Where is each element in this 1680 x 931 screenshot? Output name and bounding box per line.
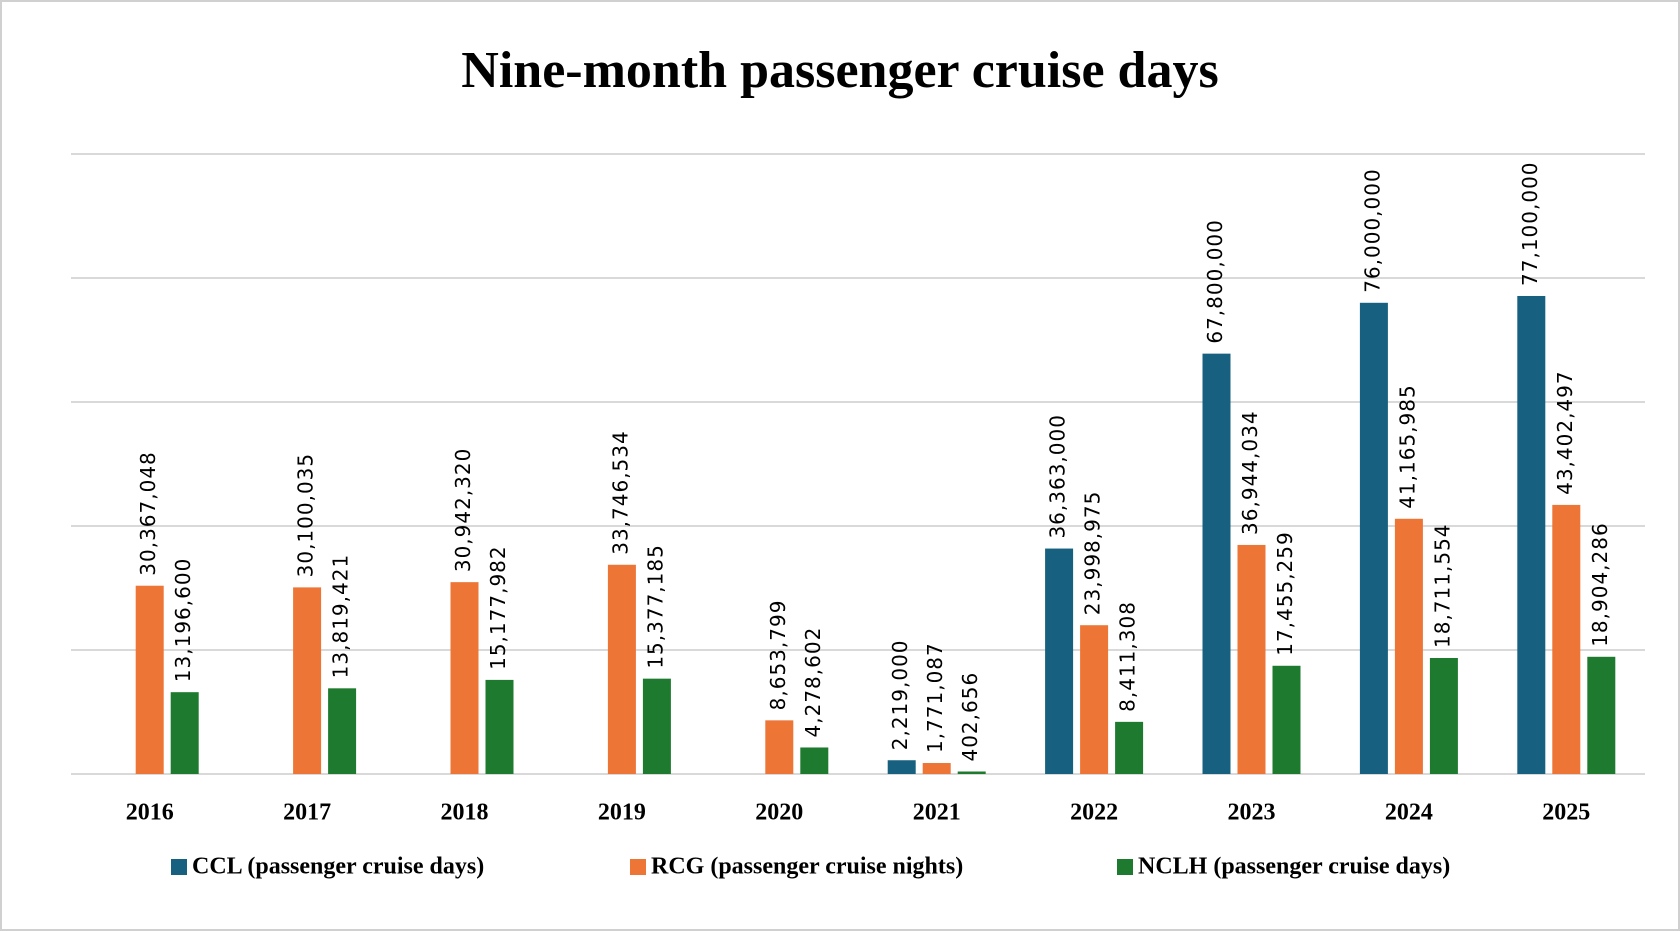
- data-label: 30,100,035: [294, 453, 318, 578]
- chart-title: Nine-month passenger cruise days: [461, 42, 1218, 99]
- legend-swatch: [630, 859, 646, 875]
- data-label: 1,771,087: [923, 642, 947, 753]
- bar: [1359, 302, 1388, 774]
- data-label: 36,363,000: [1046, 414, 1070, 539]
- x-tick-label: 2022: [1070, 800, 1118, 826]
- bar: [1552, 504, 1581, 774]
- x-tick-label: 2021: [913, 800, 961, 826]
- bar: [1429, 657, 1458, 774]
- x-tick-label: 2025: [1542, 800, 1590, 826]
- bar: [1080, 625, 1109, 774]
- bar: [1237, 544, 1266, 774]
- data-label: 76,000,000: [1360, 168, 1384, 293]
- data-label: 2,219,000: [888, 639, 912, 750]
- data-label: 30,942,320: [451, 448, 475, 573]
- bar: [642, 678, 671, 774]
- data-label: 67,800,000: [1203, 219, 1227, 344]
- x-tick-label: 2020: [755, 800, 803, 826]
- data-label: 30,367,048: [136, 451, 160, 576]
- legend-label: RCG (passenger cruise nights): [651, 854, 963, 880]
- bar: [1045, 548, 1074, 774]
- data-label: 15,177,982: [486, 545, 510, 670]
- bar: [485, 679, 514, 774]
- bar: [765, 720, 794, 774]
- x-tick-label: 2016: [126, 800, 174, 826]
- data-label: 18,904,286: [1588, 522, 1612, 647]
- x-tick-label: 2023: [1228, 800, 1276, 826]
- data-label: 13,196,600: [171, 558, 195, 683]
- data-label: 15,377,185: [643, 544, 667, 669]
- bar: [887, 760, 916, 774]
- data-label: 36,944,034: [1238, 410, 1262, 535]
- bar: [607, 564, 636, 774]
- x-tick-label: 2017: [283, 800, 331, 826]
- bar: [170, 692, 199, 774]
- legend-swatch: [1117, 859, 1133, 875]
- legend-label: NCLH (passenger cruise days): [1138, 854, 1450, 880]
- bar: [800, 747, 829, 774]
- bar: [293, 587, 322, 774]
- bar: [922, 763, 951, 774]
- bar: [1587, 656, 1616, 774]
- bar: [1517, 295, 1546, 774]
- data-label: 18,711,554: [1430, 523, 1454, 648]
- data-label: 77,100,000: [1518, 161, 1542, 286]
- data-label: 17,455,259: [1273, 531, 1297, 656]
- x-tick-label: 2018: [441, 800, 489, 826]
- data-label: 4,278,602: [801, 627, 825, 738]
- x-tick-label: 2019: [598, 800, 646, 826]
- bar: [957, 771, 986, 774]
- bar: [450, 582, 479, 774]
- data-label: 43,402,497: [1553, 370, 1577, 495]
- data-label: 23,998,975: [1081, 491, 1105, 616]
- bar: [135, 585, 164, 774]
- legend-swatch: [171, 859, 187, 875]
- bar: [328, 688, 357, 774]
- data-label: 8,653,799: [766, 600, 790, 711]
- data-label: 41,165,985: [1395, 384, 1419, 509]
- legend-label: CCL (passenger cruise days): [192, 854, 484, 880]
- bar: [1272, 665, 1301, 774]
- bar: [1394, 518, 1423, 774]
- data-label: 402,656: [958, 672, 982, 762]
- data-label: 8,411,308: [1116, 601, 1140, 712]
- x-tick-label: 2024: [1385, 800, 1433, 826]
- bar: [1202, 353, 1231, 774]
- data-label: 33,746,534: [608, 430, 632, 555]
- bar: [1115, 721, 1144, 774]
- data-label: 13,819,421: [329, 554, 353, 679]
